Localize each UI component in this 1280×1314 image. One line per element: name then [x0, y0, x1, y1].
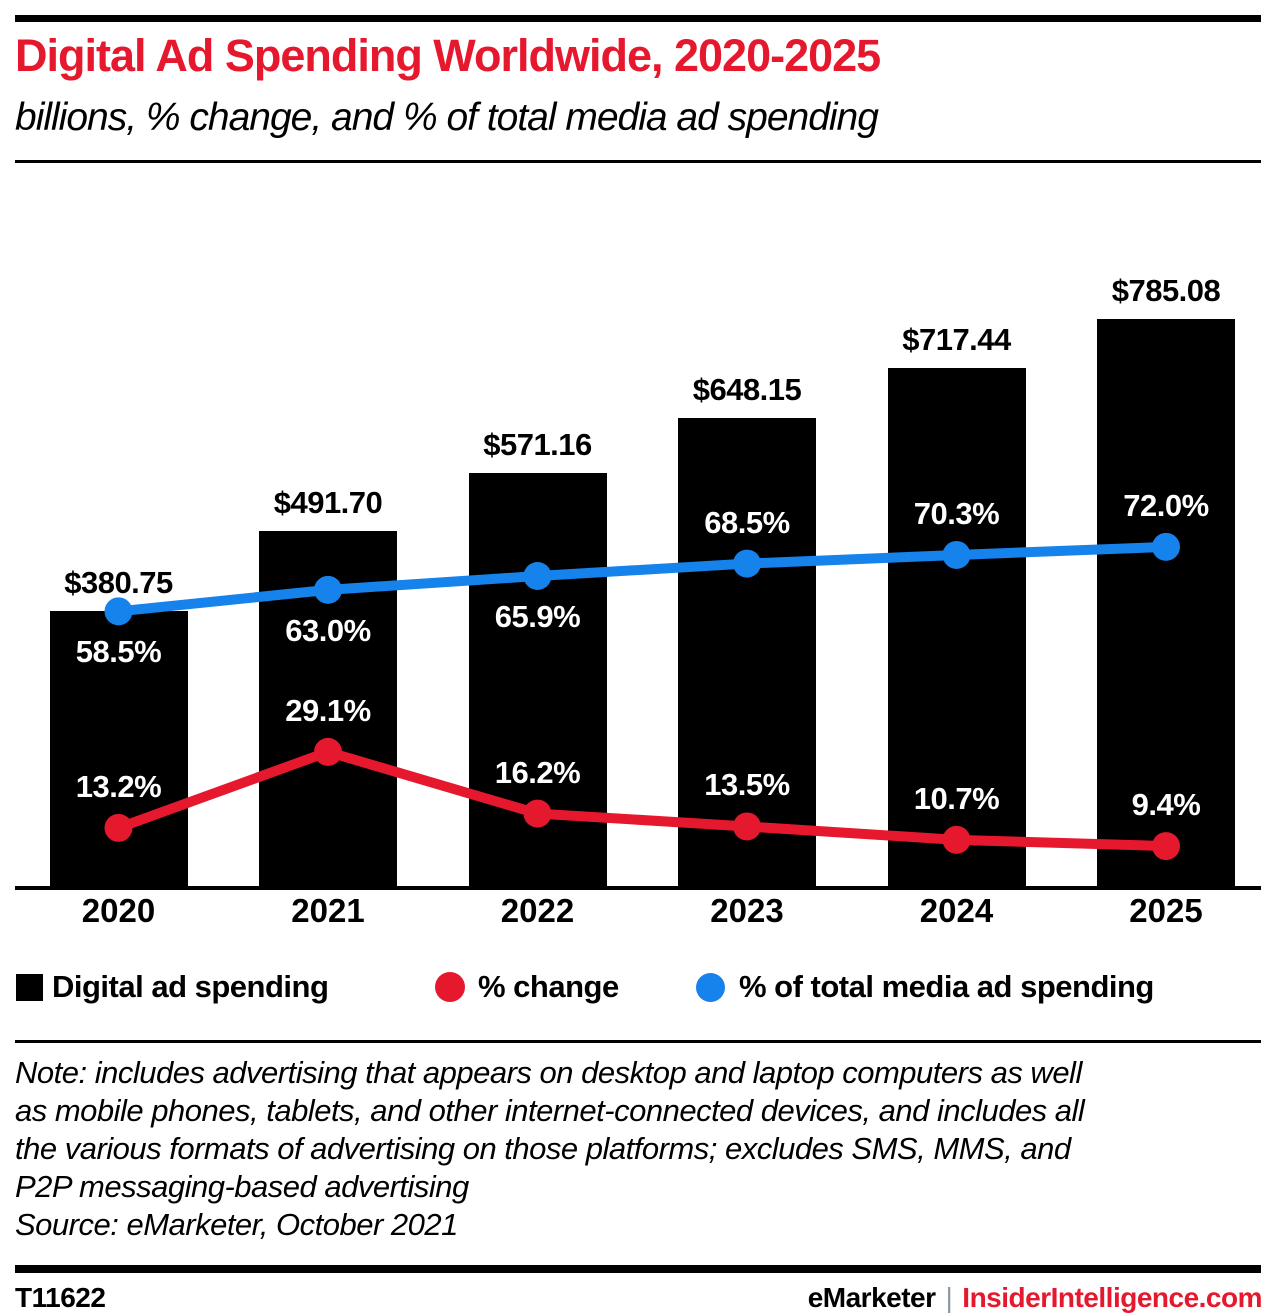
chart-id: T11622 — [15, 1282, 106, 1313]
legend-label: Digital ad spending — [52, 969, 329, 1004]
pct-share-label: 70.3% — [913, 496, 1000, 531]
note-line: P2P messaging-based advertising — [15, 1169, 469, 1204]
year-label-2020: 2020 — [81, 892, 156, 929]
legend-divider — [15, 1040, 1261, 1043]
pct-change-label: 13.5% — [704, 767, 790, 802]
separator: | — [945, 1282, 953, 1313]
pct-change-label: 29.1% — [285, 693, 371, 728]
legend: Digital ad spending % change % of total … — [0, 969, 1280, 1005]
pct-share-label: 63.0% — [285, 613, 371, 648]
pct-change-label: 9.4% — [1131, 787, 1201, 822]
bar-value-label: $380.75 — [64, 565, 173, 600]
pct-share-label: 65.9% — [494, 599, 581, 634]
footnote: Note: includes advertising that appears … — [15, 1054, 1270, 1244]
bottom-rule — [15, 1265, 1261, 1273]
bar-value-label: $648.15 — [692, 372, 802, 407]
bar-value-label: $785.08 — [1111, 273, 1221, 308]
bar-value-label: $491.70 — [273, 485, 383, 520]
legend-item-pct-change: % change — [435, 969, 619, 1005]
x-axis-line — [15, 886, 1261, 890]
bar-value-label: $717.44 — [902, 322, 1011, 357]
note-line: as mobile phones, tablets, and other int… — [15, 1093, 1085, 1128]
red-dot-swatch-icon — [435, 972, 465, 1002]
legend-label: % of total media ad spending — [739, 969, 1154, 1004]
blue-dot-swatch-icon — [696, 972, 725, 1002]
legend-label: % change — [478, 969, 619, 1004]
bar-value-label: $571.16 — [483, 427, 592, 462]
footer-branding: eMarketer | InsiderIntelligence.com — [807, 1282, 1263, 1314]
top-rule — [15, 15, 1261, 22]
year-label-2022: 2022 — [500, 892, 575, 929]
year-label-2024: 2024 — [919, 892, 994, 929]
note-line: the various formats of advertising on th… — [15, 1131, 1071, 1166]
black-square-swatch-icon — [16, 973, 43, 1001]
pct-share-label: 72.0% — [1123, 488, 1209, 523]
year-label-2025: 2025 — [1129, 892, 1203, 929]
legend-item-pct-of-total: % of total media ad spending — [696, 969, 1154, 1005]
insider-intelligence-link[interactable]: InsiderIntelligence.com — [962, 1282, 1262, 1313]
pct-change-label: 13.2% — [75, 769, 162, 804]
emarketer-logo: eMarketer — [807, 1282, 936, 1313]
chart-subtitle: billions, % change, and % of total media… — [15, 96, 879, 139]
source-line: Source: eMarketer, October 2021 — [15, 1207, 458, 1242]
pct-share-label: 58.5% — [75, 634, 162, 669]
legend-item-digital-ad-spending: Digital ad spending — [16, 969, 329, 1005]
pct-share-label: 68.5% — [704, 505, 790, 540]
year-label-2023: 2023 — [710, 892, 784, 929]
pct-change-label: 10.7% — [913, 781, 1000, 816]
pct-change-label: 16.2% — [494, 755, 581, 790]
chart-title: Digital Ad Spending Worldwide, 2020-2025 — [15, 30, 881, 81]
note-line: Note: includes advertising that appears … — [15, 1055, 1082, 1090]
header-divider — [15, 160, 1261, 163]
year-label-2021: 2021 — [291, 892, 365, 929]
bar-2023 — [678, 418, 816, 886]
bar-2022 — [468, 473, 607, 886]
